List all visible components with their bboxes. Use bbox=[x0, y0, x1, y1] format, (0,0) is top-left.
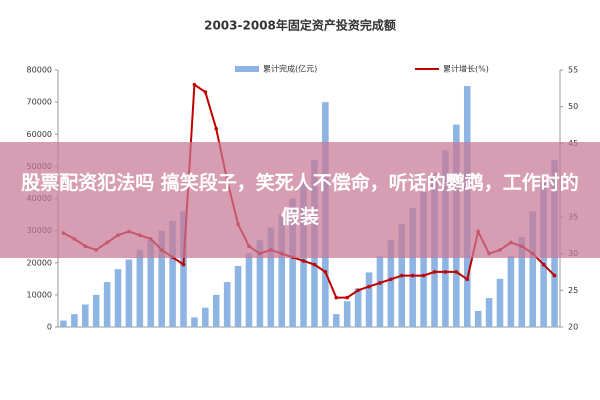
bar bbox=[125, 259, 133, 327]
y-tick-label: 20000 bbox=[27, 258, 52, 267]
bar bbox=[354, 288, 362, 327]
point bbox=[399, 273, 404, 278]
bar bbox=[409, 208, 416, 327]
point bbox=[181, 262, 186, 267]
bar bbox=[289, 198, 296, 327]
point bbox=[203, 90, 208, 94]
point bbox=[552, 273, 557, 278]
y-tick-label: 10000 bbox=[27, 290, 52, 299]
point bbox=[192, 82, 197, 87]
bar bbox=[267, 227, 275, 327]
point bbox=[378, 281, 382, 285]
bar bbox=[82, 304, 89, 327]
bar bbox=[147, 240, 155, 327]
bar bbox=[114, 269, 122, 327]
bar bbox=[245, 253, 253, 327]
point bbox=[541, 262, 546, 267]
bar bbox=[485, 298, 493, 327]
bar bbox=[169, 220, 176, 327]
bar bbox=[365, 272, 373, 327]
bar bbox=[191, 317, 198, 327]
bar bbox=[103, 282, 111, 327]
point bbox=[301, 259, 306, 263]
point bbox=[410, 273, 415, 278]
point bbox=[389, 277, 393, 282]
bar bbox=[92, 294, 100, 327]
y-tick-label: 60000 bbox=[27, 130, 52, 139]
point bbox=[214, 126, 219, 131]
point bbox=[465, 277, 470, 282]
y-tick-label: 80000 bbox=[27, 66, 52, 75]
point bbox=[356, 288, 360, 293]
chart-title: 2003-2008年固定资产投资完成额 bbox=[204, 18, 396, 33]
bar bbox=[496, 278, 504, 327]
bar bbox=[223, 282, 231, 327]
legend-label: 累计完成(亿元) bbox=[263, 64, 317, 74]
bar bbox=[256, 240, 264, 327]
legend-swatch bbox=[235, 66, 259, 72]
point bbox=[454, 270, 459, 274]
bar bbox=[158, 230, 165, 327]
y2-tick-label: 55 bbox=[568, 66, 578, 75]
bar bbox=[387, 240, 395, 327]
bar bbox=[343, 301, 351, 327]
y2-tick-label: 50 bbox=[568, 102, 578, 111]
bar bbox=[529, 211, 536, 327]
y2-tick-label: 20 bbox=[568, 323, 578, 332]
bar bbox=[212, 294, 220, 327]
legend-label: 累计增长(%) bbox=[443, 64, 489, 74]
banner: 股票配资犯法吗 搞笑段子，笑死人不偿命，听话的鹦鹉，工作时的假装 bbox=[0, 142, 600, 258]
point bbox=[421, 273, 426, 278]
point bbox=[323, 270, 328, 274]
bar bbox=[202, 307, 209, 327]
point bbox=[432, 270, 437, 274]
point bbox=[312, 262, 317, 267]
bar bbox=[71, 314, 78, 327]
bar bbox=[376, 256, 384, 327]
bar bbox=[333, 314, 340, 327]
point bbox=[443, 270, 448, 274]
point bbox=[334, 295, 339, 300]
bar bbox=[518, 237, 526, 327]
y-tick-label: 70000 bbox=[27, 98, 52, 107]
bar bbox=[180, 211, 187, 327]
bar bbox=[474, 310, 482, 327]
y2-tick-label: 25 bbox=[568, 286, 578, 295]
point bbox=[367, 284, 371, 289]
bar bbox=[136, 249, 144, 327]
bar bbox=[278, 214, 285, 327]
bar bbox=[420, 192, 427, 327]
y-tick-label: 0 bbox=[47, 323, 52, 332]
bar bbox=[60, 320, 67, 327]
bar bbox=[234, 265, 242, 327]
bar bbox=[507, 256, 515, 327]
point bbox=[345, 295, 349, 300]
